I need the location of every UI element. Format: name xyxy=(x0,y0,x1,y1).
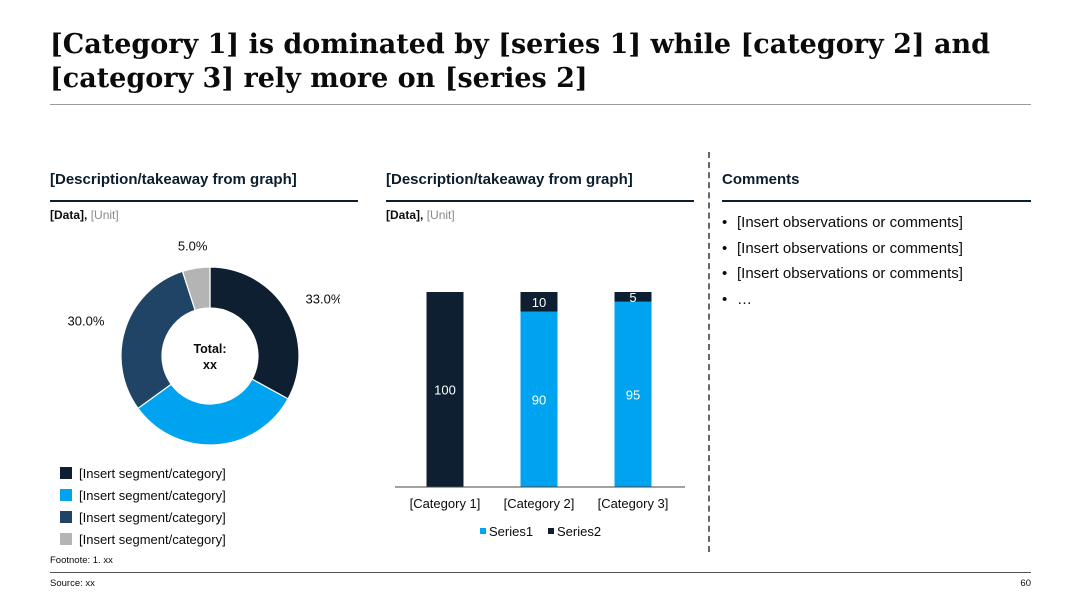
comment-item: [Insert observations or comments] xyxy=(722,265,1022,291)
footer-divider xyxy=(50,572,1031,573)
left-panel-rule xyxy=(50,200,358,202)
bar-segment xyxy=(520,292,558,312)
donut-chart: 33.0% 32.0% 30.0% 5.0% Total: xx xyxy=(68,240,340,460)
legend-label: [Insert segment/category] xyxy=(79,531,226,547)
bar-segment xyxy=(426,292,464,487)
comment-item: [Insert observations or comments] xyxy=(722,240,1022,266)
donut-center-label: Total: xyxy=(193,342,226,356)
legend-item: [Insert segment/category] xyxy=(60,484,226,506)
comment-item: … xyxy=(722,291,1022,317)
legend-label: [Insert segment/category] xyxy=(79,509,226,525)
bar-value-label: 100 xyxy=(434,383,456,398)
donut-slice xyxy=(137,378,289,446)
donut-slice xyxy=(209,266,300,400)
donut-value-label: 33.0% xyxy=(306,291,340,306)
bar-value-label: 5 xyxy=(629,290,636,305)
legend-label: [Insert segment/category] xyxy=(79,487,226,503)
panel-divider xyxy=(708,152,710,552)
legend-item: [Insert segment/category] xyxy=(60,528,226,550)
left-data-unit: [Data], [Unit] xyxy=(50,208,119,222)
legend-swatch xyxy=(60,467,72,479)
donut-center-value: xx xyxy=(203,358,217,372)
donut-value-labels: 33.0% 32.0% 30.0% 5.0% xyxy=(68,240,340,460)
legend-swatch-series2 xyxy=(548,528,554,534)
comments-heading: Comments xyxy=(722,171,800,188)
middle-panel-heading: [Description/takeaway from graph] xyxy=(386,171,633,188)
title-divider xyxy=(50,104,1031,105)
donut-value-label: 5.0% xyxy=(178,240,208,253)
footnote: Footnote: 1. xx xyxy=(50,555,113,566)
left-panel-heading: [Description/takeaway from graph] xyxy=(50,171,297,188)
source-note: Source: xx xyxy=(50,578,95,589)
comments-list: [Insert observations or comments] [Inser… xyxy=(722,214,1022,316)
page-number: 60 xyxy=(1020,578,1031,589)
donut-slice xyxy=(120,270,196,410)
donut-slice xyxy=(181,266,211,312)
left-data-label: [Data], xyxy=(50,208,88,222)
bar-segment xyxy=(520,311,558,487)
bar-segment xyxy=(614,292,652,302)
legend-swatch xyxy=(60,511,72,523)
middle-unit-label: [Unit] xyxy=(426,208,455,222)
left-unit-label: [Unit] xyxy=(90,208,119,222)
legend-swatch xyxy=(60,533,72,545)
x-tick-label: [Category 3] xyxy=(598,496,669,511)
bar-marks: 100 90 10 95 5 xyxy=(426,290,652,487)
bar-segment xyxy=(614,301,652,487)
bar-value-label: 10 xyxy=(532,295,546,310)
comments-rule xyxy=(722,200,1031,202)
legend-label: [Insert segment/category] xyxy=(79,465,226,481)
legend-swatch xyxy=(60,489,72,501)
middle-data-unit: [Data], [Unit] xyxy=(386,208,455,222)
legend-swatch-series1 xyxy=(480,528,486,534)
slide-title: [Category 1] is dominated by [series 1] … xyxy=(50,29,991,94)
bar-value-label: 90 xyxy=(532,392,546,407)
comment-item: [Insert observations or comments] xyxy=(722,214,1022,240)
donut-value-label: 32.0% xyxy=(199,459,236,460)
legend-item: [Insert segment/category] xyxy=(60,506,226,528)
bar-legend: Series1 Series2 xyxy=(480,524,601,539)
legend-item: [Insert segment/category] xyxy=(60,462,226,484)
x-tick-label: [Category 2] xyxy=(504,496,575,511)
donut-slices xyxy=(120,266,300,446)
legend-label-series2: Series2 xyxy=(557,524,601,539)
x-axis-tick-labels: [Category 1] [Category 2] [Category 3] xyxy=(410,496,669,511)
donut-value-label: 30.0% xyxy=(68,314,105,329)
donut-legend: [Insert segment/category] [Insert segmen… xyxy=(60,462,226,550)
x-tick-label: [Category 1] xyxy=(410,496,481,511)
legend-label-series1: Series1 xyxy=(489,524,533,539)
bar-value-label: 95 xyxy=(626,387,640,402)
middle-data-label: [Data], xyxy=(386,208,424,222)
middle-panel-rule xyxy=(386,200,694,202)
